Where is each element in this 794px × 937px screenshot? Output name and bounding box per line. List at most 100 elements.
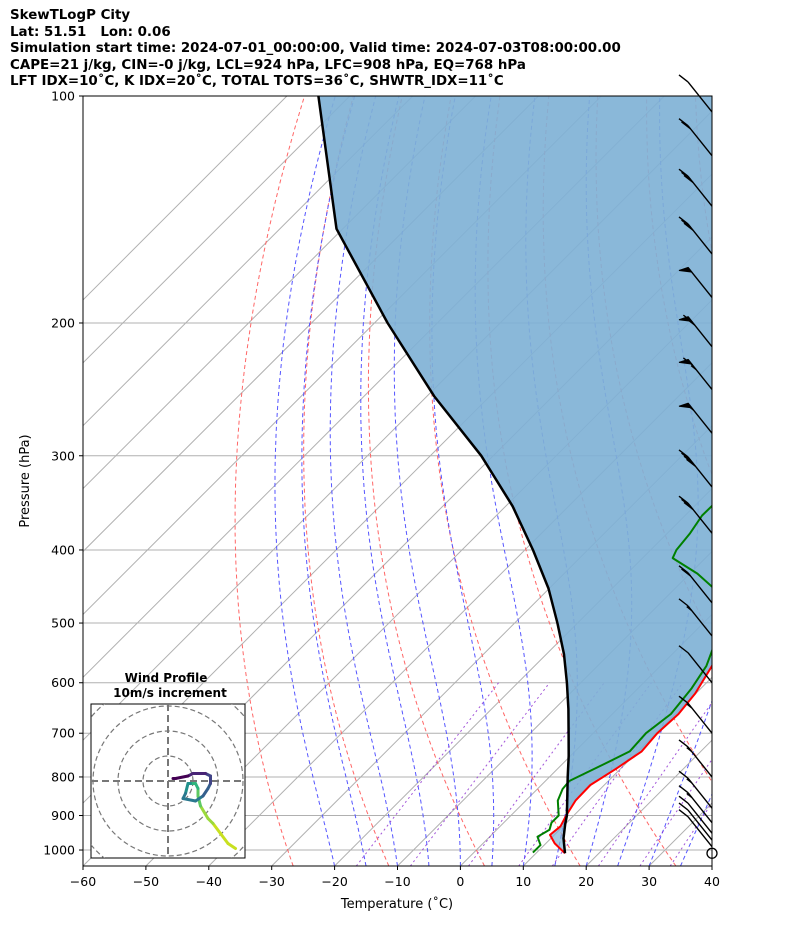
wind-barb	[678, 770, 713, 809]
wind-barb	[678, 598, 713, 637]
barb-full	[678, 449, 689, 458]
barb-full	[686, 458, 696, 467]
y-tick-label: 300	[51, 448, 75, 463]
barb-full	[683, 174, 694, 183]
x-axis-label: Temperature (˚C)	[340, 896, 453, 912]
barb-flag	[678, 266, 693, 273]
barb-staff	[687, 605, 713, 637]
hodograph-inset: Wind Profile 10m/s increment	[90, 671, 246, 859]
barb-full	[681, 568, 691, 577]
wind-barb	[678, 357, 713, 390]
barb-full	[678, 739, 689, 748]
hodograph-segment	[201, 787, 210, 798]
barb-full	[681, 121, 691, 130]
barb-full	[681, 452, 691, 461]
mixing-ratio-line	[409, 682, 550, 866]
y-tick-label: 200	[51, 315, 75, 330]
y-tick-label: 800	[51, 769, 75, 784]
moist-adiabat-line	[431, 96, 495, 866]
barb-full	[681, 498, 691, 507]
barb-full	[678, 495, 689, 504]
x-tick-label: −40	[196, 874, 222, 889]
barb-staff	[687, 802, 713, 834]
time-text: Simulation start time: 2024-07-01_00:00:…	[10, 41, 621, 57]
wind-barb	[678, 118, 713, 157]
hodograph-segment	[199, 804, 210, 820]
hodograph-subtitle: 10m/s increment	[113, 686, 227, 700]
wind-barb	[678, 802, 713, 841]
barb-full	[681, 219, 691, 228]
y-tick-label: 1000	[43, 843, 75, 858]
x-tick-label: 20	[578, 874, 594, 889]
barb-half	[686, 703, 693, 709]
y-tick-label: 900	[51, 808, 75, 823]
mixing-ratio-line	[639, 758, 712, 866]
moist-adiabat-line	[711, 864, 712, 866]
barb-full	[683, 501, 694, 510]
dry-adiabat-line	[303, 96, 390, 866]
barb-staff	[687, 816, 713, 848]
mixing-ratio-line	[669, 801, 712, 866]
barb-full	[678, 216, 689, 225]
moist-adiabat-line	[648, 699, 712, 866]
hodograph-title: Wind Profile	[125, 671, 208, 685]
barb-full	[678, 74, 689, 83]
barb-staff	[687, 81, 713, 113]
hodograph-segment	[194, 794, 205, 803]
wind-barb	[678, 314, 713, 348]
wind-barb	[678, 645, 713, 684]
x-tick-label: −10	[384, 874, 410, 889]
x-tick-label: −50	[133, 874, 159, 889]
wind-barb	[678, 809, 713, 848]
wind-barb	[678, 739, 713, 778]
parcel-line	[317, 96, 570, 854]
x-tick-label: 10	[515, 874, 531, 889]
x-tick-label: −20	[321, 874, 347, 889]
isotherm-line	[83, 96, 351, 364]
x-tick-label: 0	[456, 874, 464, 889]
moist-adiabat-line	[393, 96, 461, 866]
isotherm-line	[711, 865, 712, 866]
x-tick-label: −60	[70, 874, 96, 889]
barb-staff	[687, 746, 713, 778]
hodograph-plot	[91, 704, 245, 858]
wind-barb	[678, 74, 713, 113]
dry-adiabat-line	[744, 96, 794, 866]
temperature-line	[549, 663, 712, 855]
hodograph-segment	[174, 774, 190, 780]
dry-adiabat-line	[367, 96, 485, 866]
y-tick-label: 700	[51, 726, 75, 741]
barb-half	[686, 778, 693, 784]
wind-barb	[678, 495, 713, 534]
wind-barbs	[678, 74, 718, 859]
moist-adiabat-line	[329, 96, 398, 866]
barb-flag	[678, 358, 693, 365]
cape-area	[318, 96, 712, 854]
location-text: Lat: 51.51 Lon: 0.06	[10, 24, 171, 40]
barb-staff	[687, 792, 713, 824]
isotherm-line	[83, 96, 288, 301]
barb-full	[681, 171, 691, 180]
hodograph-segment	[181, 797, 197, 803]
barb-full	[682, 314, 693, 323]
barb-staff	[687, 702, 713, 734]
barb-full	[678, 168, 689, 177]
mixing-ratio-line	[355, 682, 499, 866]
y-tick-label: 500	[51, 616, 75, 631]
y-tick-label: 400	[51, 542, 75, 557]
wind-barb	[678, 695, 713, 734]
mixing-ratio-line	[597, 701, 712, 866]
isotherm-line	[83, 96, 414, 427]
barb-half	[686, 747, 693, 753]
barb-full	[678, 809, 689, 818]
chart-title: SkewTLogP City	[10, 8, 131, 23]
barb-full	[678, 118, 689, 127]
wind-barb	[678, 449, 713, 488]
mixing-ratio-line	[468, 682, 605, 866]
wind-barb	[678, 168, 713, 207]
wind-barb	[678, 565, 713, 604]
y-tick-label: 100	[51, 89, 75, 104]
barb-full	[678, 598, 689, 607]
chart-header: SkewTLogP City Lat: 51.51 Lon: 0.06 Simu…	[10, 8, 621, 91]
